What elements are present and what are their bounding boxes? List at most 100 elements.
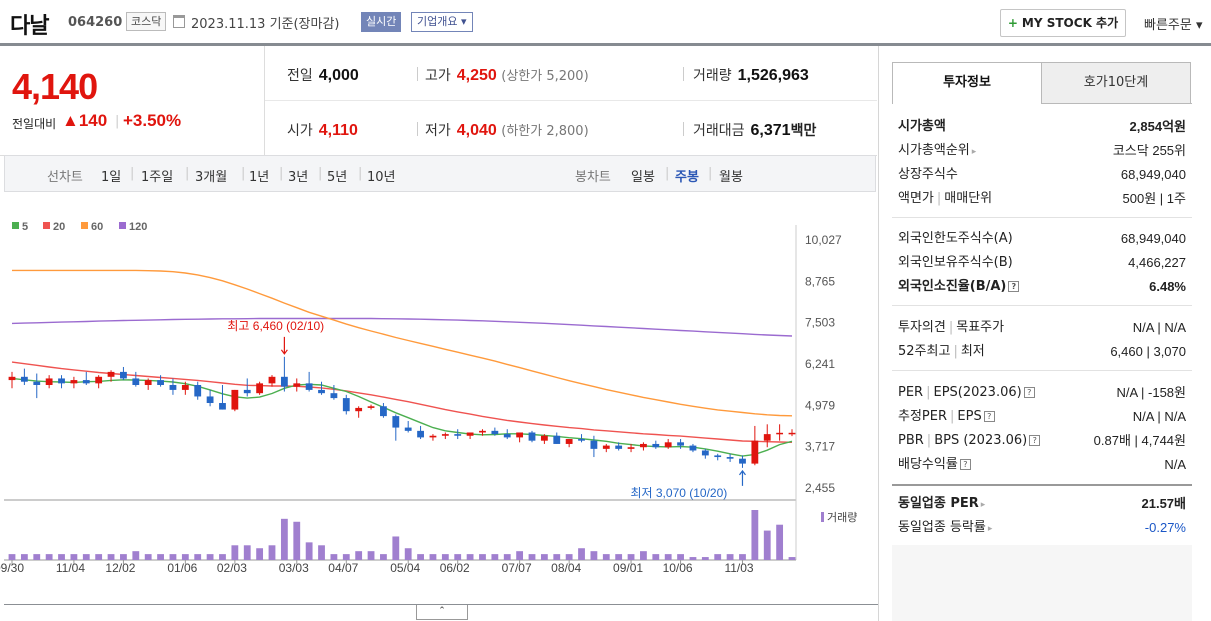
- volume-bar: [95, 554, 103, 560]
- candle: [454, 434, 462, 436]
- x-tick-label: 09/01: [613, 561, 643, 575]
- change-label: 전일대비: [12, 117, 57, 131]
- candle: [726, 457, 734, 459]
- candle: [45, 378, 53, 385]
- candle: [107, 371, 115, 377]
- info-group-valuation: PER | EPS(2023.06)? N/A | -158원 추정PER | EPS? N…: [898, 381, 1186, 477]
- period-1y[interactable]: 1년: [249, 170, 270, 185]
- foreign-limit: 68,949,040: [1120, 231, 1186, 246]
- ma5-line: [11, 377, 793, 457]
- week52-label: 52주최고 | 최저: [898, 344, 985, 359]
- candle: [33, 381, 41, 385]
- ma20-line: [11, 361, 793, 443]
- candle: [627, 447, 635, 449]
- period-3y[interactable]: 3년: [288, 170, 309, 185]
- sector-change-label[interactable]: 동일업종 등락률 ▸: [898, 520, 993, 535]
- candle: [689, 445, 697, 451]
- candle: [652, 443, 660, 448]
- volume-bar: [565, 554, 573, 560]
- help-icon[interactable]: ?: [1008, 281, 1020, 292]
- period-1d[interactable]: 1일: [101, 170, 122, 185]
- volume-bar: [553, 554, 561, 560]
- info-group-opinion: 투자의견 | 목표주가 N/A | N/A 52주최고 | 최저 6,460 | 3,070: [898, 316, 1186, 364]
- candle: [330, 393, 338, 399]
- tab-investment-info[interactable]: 투자정보: [892, 62, 1042, 104]
- period-3m[interactable]: 3개월: [195, 170, 228, 185]
- candle: [714, 455, 722, 458]
- candle: [404, 427, 412, 431]
- candle: [788, 432, 796, 435]
- candle-daily[interactable]: 일봉: [631, 170, 655, 185]
- candle: [590, 440, 598, 449]
- volume-bar: [540, 554, 548, 560]
- candle: [640, 443, 647, 448]
- lower-limit: (하한가 2,800): [501, 124, 589, 139]
- volume-bar: [355, 551, 363, 560]
- help-icon[interactable]: ?: [1023, 387, 1035, 398]
- candle: [565, 439, 573, 444]
- candle: [367, 406, 375, 408]
- sector-per-label[interactable]: 동일업종 PER ▸: [898, 496, 986, 511]
- x-tick-label: 10/06: [663, 561, 693, 575]
- candle: [181, 384, 189, 390]
- candle-monthly[interactable]: 월봉: [719, 170, 743, 185]
- market-cap-rank-label[interactable]: 시가총액순위 ▸: [898, 143, 977, 158]
- volume-bar: [602, 554, 610, 560]
- trade-amount-unit: 백만: [790, 123, 817, 139]
- realtime-button[interactable]: 실시간: [361, 12, 402, 32]
- volume-bar: [664, 554, 672, 560]
- volume-bar: [144, 554, 152, 560]
- candle: [540, 435, 548, 441]
- period-10y[interactable]: 10년: [367, 170, 396, 185]
- volume-bar: [219, 554, 226, 560]
- open-price: 4,110: [318, 122, 358, 139]
- candle: [479, 430, 486, 433]
- candle: [763, 434, 771, 441]
- my-stock-add-button[interactable]: + MY STOCK 추가: [1000, 9, 1126, 37]
- help-icon[interactable]: ?: [983, 411, 995, 422]
- volume-legend-label: 거래량: [827, 511, 857, 524]
- volume-legend-swatch: [821, 512, 824, 522]
- quick-order-dropdown[interactable]: 빠른주문 ▾: [1144, 18, 1203, 33]
- period-1w[interactable]: 1주일: [141, 170, 174, 185]
- candle-weekly[interactable]: 주봉: [675, 170, 699, 185]
- company-overview-dropdown[interactable]: 기업개요 ▾: [411, 12, 473, 32]
- candle: [206, 396, 214, 404]
- stock-chart[interactable]: 5 20 60 120 10,027 8,765 7,503 6,241 4,979 3,717 2…: [0, 205, 878, 605]
- foreign-ratio: 6.48%: [1149, 279, 1186, 294]
- chart-collapse-toggle[interactable]: ⌃: [416, 605, 468, 620]
- volume-bar: [788, 557, 796, 560]
- high-label: 고가: [425, 68, 451, 84]
- legend-label-20: 20: [53, 221, 65, 233]
- help-icon[interactable]: ?: [1029, 435, 1041, 446]
- help-icon[interactable]: ?: [959, 459, 971, 470]
- volume-bar: [776, 524, 784, 560]
- candle: [466, 432, 474, 436]
- candle: [664, 442, 672, 448]
- info-group-sector: 동일업종 PER ▸ 21.57배 동일업종 등락률 ▸ -0.27%: [898, 492, 1186, 540]
- y-tick-label: 8,765: [805, 274, 835, 288]
- candle: [219, 403, 226, 410]
- candle: [342, 398, 350, 412]
- legend-swatch-60: [81, 222, 88, 229]
- tab-order-book[interactable]: 호가10단계: [1041, 62, 1191, 104]
- volume-bar: [429, 554, 437, 560]
- volume-bar: [194, 554, 202, 560]
- period-5y[interactable]: 5년: [327, 170, 348, 185]
- candle: [243, 389, 251, 394]
- est-per-eps-label: 추정PER | EPS?: [898, 405, 995, 429]
- info-group-market: 시가총액 2,854억원 시가총액순위 ▸ 코스닥 255위 상장주식수 68,949,…: [898, 115, 1186, 211]
- stock-name: 다날: [10, 14, 49, 39]
- upper-limit: (상한가 5,200): [501, 69, 589, 84]
- candle: [380, 406, 387, 417]
- candle: [602, 445, 610, 449]
- candle: [516, 432, 524, 438]
- candle: [392, 416, 400, 428]
- plus-icon: +: [1007, 16, 1018, 30]
- volume-bar: [181, 554, 189, 560]
- ma60-line: [12, 269, 793, 417]
- volume-bar: [763, 530, 771, 560]
- candle: [429, 435, 437, 438]
- volume-bar: [627, 554, 635, 560]
- x-tick-label: 01/06: [167, 561, 197, 575]
